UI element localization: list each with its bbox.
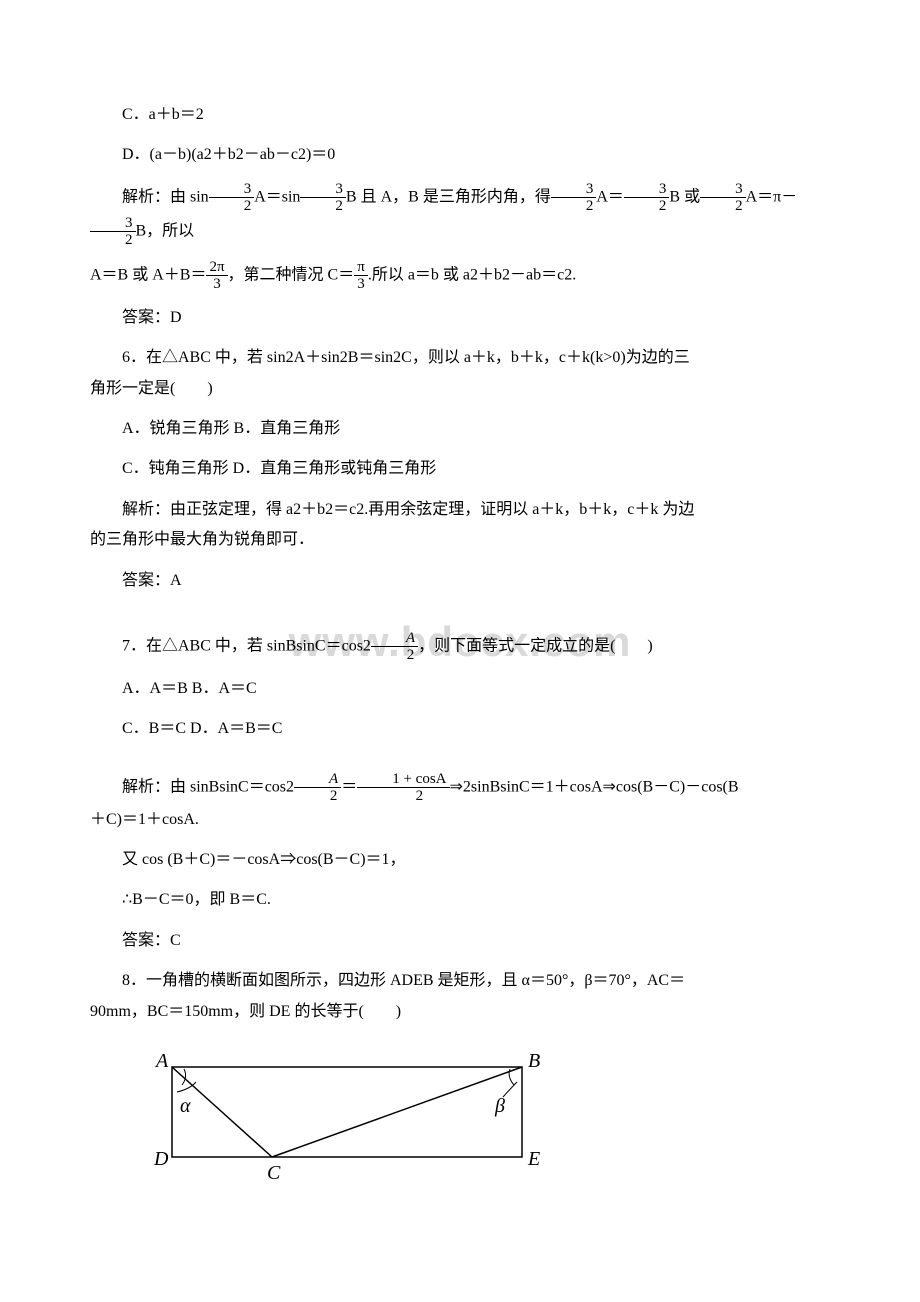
text: A＝ [596,188,624,205]
q7-answer: 答案：C [90,926,830,956]
text: 7．在△ABC 中，若 sinBsinC＝cos2 [122,637,371,654]
label-C: C [267,1162,281,1184]
fraction-A-2: A2 [371,630,418,664]
q6-option-cd: C．钝角三角形 D．直角三角形或钝角三角形 [90,454,830,484]
text: ＝ [341,778,357,795]
q8-stem-line1: 8．一角槽的横断面如图所示，四边形 ADEB 是矩形，且 α＝50°，β＝70°… [90,966,830,996]
fraction-3-2: 32 [300,181,346,215]
text: B 或 [669,188,700,205]
q7-option-ab: A．A＝B B．A＝C [90,674,830,704]
q5-option-d: D．(a－b)(a2＋b2－ab－c2)＝0 [90,140,830,170]
q7-analysis-line1: 解析：由 sinBsinC＝cos2A2＝1 + cosA2⇒2sinBsinC… [90,771,830,805]
q7-analysis-line3: ∴B－C＝0，即 B＝C. [90,885,830,915]
q7-option-cd: C．B＝C D．A＝B＝C [90,714,830,744]
fraction-2pi-3: 2π3 [206,259,227,293]
text: ⇒2sinBsinC＝1＋cosA⇒cos(B－C)－cos(B [450,778,739,795]
fraction-3-2: 32 [624,181,670,215]
q6-stem-line1: 6．在△ABC 中，若 sin2A＋sin2B＝sin2C，则以 a＋k，b＋k… [90,343,830,373]
label-beta: β [494,1095,505,1117]
label-E: E [527,1148,540,1170]
q6-answer: 答案：A [90,566,830,596]
q6-analysis-line1: 解析：由正弦定理，得 a2＋b2＝c2.再用余弦定理，证明以 a＋k，b＋k，c… [90,495,830,525]
q6-option-ab: A．锐角三角形 B．直角三角形 [90,414,830,444]
text: ，第二种情况 C＝ [228,266,355,283]
q8-stem-line2: 90mm，BC＝150mm，则 DE 的长等于( ) [90,997,830,1027]
text: A＝π－ [746,188,798,205]
fraction-3-2: 32 [551,181,597,215]
q5-option-c: C．a＋b＝2 [90,100,830,130]
fraction-pi-3: π3 [354,259,368,293]
text: ，则下面等式一定成立的是( ) [418,637,653,654]
text: A＝B 或 A＋B＝ [90,266,206,283]
fraction-A-2: A2 [294,771,341,805]
text: A＝sin [254,188,300,205]
text: 解析：由 sin [122,188,209,205]
text: .所以 a＝b 或 a2＋b2－ab＝c2. [368,266,576,283]
q8-diagram: A B C D E α β [122,1037,830,1207]
fraction-3-2: 32 [700,181,746,215]
label-A: A [154,1050,169,1072]
text: B 且 A，B 是三角形内角，得 [346,188,551,205]
q5-answer: 答案：D [90,303,830,333]
text: 解析：由 sinBsinC＝cos2 [122,778,294,795]
label-alpha: α [180,1095,191,1117]
fraction-3-2: 32 [90,215,136,249]
q5-analysis-line2: A＝B 或 A＋B＝2π3，第二种情况 C＝π3.所以 a＝b 或 a2＋b2－… [90,259,830,293]
fraction-1cosA-2: 1 + cosA2 [357,771,449,805]
q5-analysis-line1: 解析：由 sin32A＝sin32B 且 A，B 是三角形内角，得32A＝32B… [90,181,830,249]
q6-stem-line2: 角形一定是( ) [90,374,830,404]
q7-analysis-line2: 又 cos (B＋C)＝－cosA⇒cos(B－C)＝1， [90,845,830,875]
label-D: D [153,1148,169,1170]
fraction-3-2: 32 [209,181,255,215]
content-area: C．a＋b＝2 D．(a－b)(a2＋b2－ab－c2)＝0 解析：由 sin3… [90,100,830,1207]
q6-analysis-line2: 的三角形中最大角为锐角即可． [90,525,830,555]
q7-stem: 7．在△ABC 中，若 sinBsinC＝cos2A2，则下面等式一定成立的是(… [90,630,830,664]
q7-analysis-line1b: ＋C)＝1＋cosA. [90,805,830,835]
label-B: B [528,1050,540,1072]
text: B，所以 [136,222,195,239]
